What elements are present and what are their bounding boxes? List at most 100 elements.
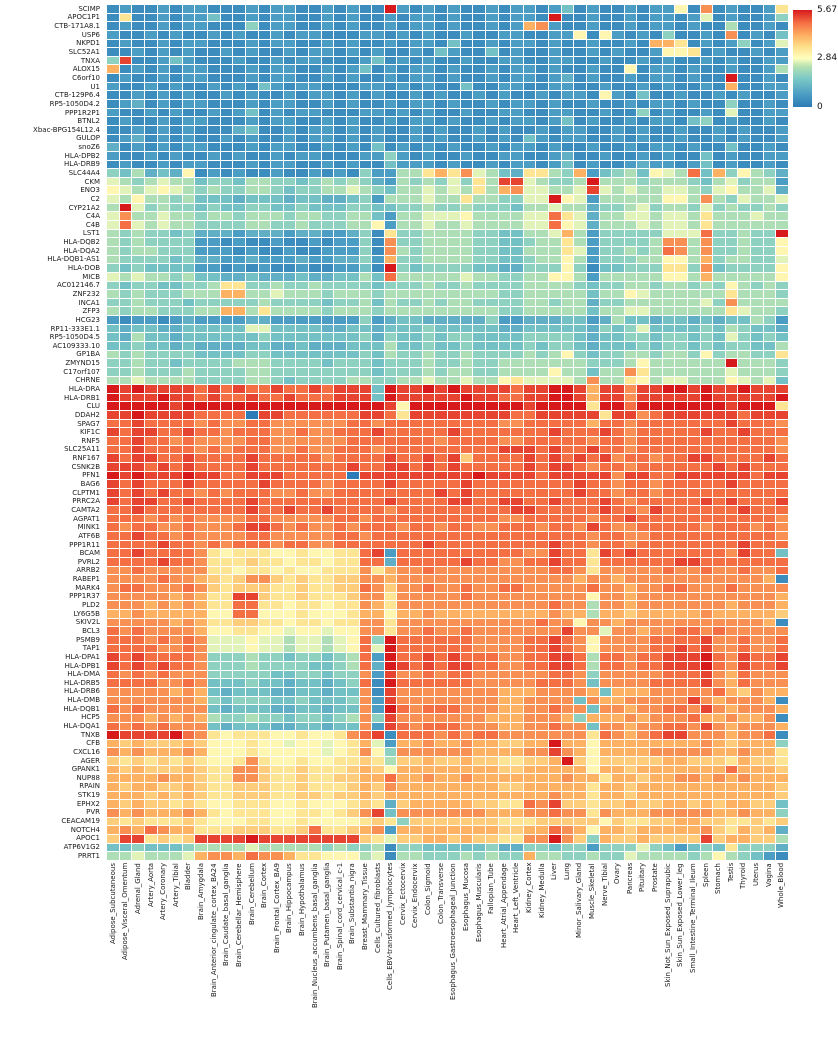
heatmap-cell bbox=[245, 393, 258, 402]
heatmap-cell bbox=[321, 523, 334, 532]
heatmap-cell bbox=[410, 160, 422, 169]
heatmap-cell bbox=[776, 376, 788, 385]
heatmap-cell bbox=[738, 341, 751, 350]
heatmap-cell bbox=[245, 558, 258, 566]
heatmap-cell bbox=[170, 627, 182, 635]
heatmap-cell bbox=[170, 497, 182, 506]
heatmap-cell bbox=[182, 393, 195, 402]
heatmap-cell bbox=[713, 177, 725, 186]
heatmap-cell bbox=[410, 30, 422, 39]
heatmap-cell bbox=[422, 696, 435, 705]
heatmap-cell bbox=[574, 411, 586, 419]
heatmap-cell bbox=[233, 134, 245, 143]
heatmap-cell bbox=[435, 497, 447, 506]
heatmap-cell bbox=[309, 367, 321, 376]
heatmap-cell bbox=[321, 506, 334, 514]
heatmap-cell bbox=[650, 385, 662, 393]
heatmap-cell bbox=[157, 575, 170, 583]
heatmap-cell bbox=[536, 186, 549, 195]
heatmap-cell bbox=[372, 359, 384, 367]
heatmap-cell bbox=[763, 246, 776, 255]
heatmap-cell bbox=[561, 514, 574, 523]
heatmap-cell bbox=[258, 221, 271, 229]
heatmap-cell bbox=[650, 350, 662, 359]
heatmap-cell bbox=[751, 108, 763, 117]
heatmap-cell bbox=[220, 687, 233, 696]
heatmap-cell bbox=[435, 272, 447, 281]
heatmap-cell bbox=[107, 100, 119, 108]
heatmap-cell bbox=[763, 462, 776, 471]
heatmap-cell bbox=[574, 748, 586, 757]
heatmap-cell bbox=[586, 359, 599, 367]
heatmap-cell bbox=[321, 471, 334, 480]
heatmap-cell bbox=[561, 229, 574, 238]
heatmap-cell bbox=[725, 471, 738, 480]
heatmap-cell bbox=[675, 281, 687, 290]
heatmap-cell bbox=[170, 48, 182, 56]
heatmap-cell bbox=[687, 30, 700, 39]
heatmap-cell bbox=[296, 350, 309, 359]
heatmap-cell bbox=[650, 91, 662, 100]
heatmap-cell bbox=[485, 255, 498, 264]
heatmap-cell bbox=[397, 169, 410, 177]
heatmap-cell bbox=[359, 783, 372, 791]
heatmap-cell bbox=[561, 687, 574, 696]
heatmap-cell bbox=[346, 679, 359, 687]
heatmap-cell bbox=[650, 532, 662, 540]
heatmap-cell bbox=[599, 575, 612, 583]
heatmap-cell bbox=[536, 644, 549, 653]
heatmap-cell bbox=[372, 272, 384, 281]
heatmap-cell bbox=[435, 506, 447, 514]
heatmap-cell bbox=[725, 108, 738, 117]
heatmap-cell bbox=[384, 497, 397, 506]
heatmap-cell bbox=[397, 514, 410, 523]
heatmap-cell bbox=[245, 195, 258, 203]
heatmap-cell bbox=[384, 359, 397, 367]
heatmap-cell bbox=[523, 56, 536, 65]
heatmap-cell bbox=[675, 454, 687, 462]
heatmap-cell bbox=[157, 56, 170, 65]
heatmap-cell bbox=[763, 134, 776, 143]
heatmap-cell bbox=[751, 532, 763, 540]
heatmap-cell bbox=[397, 454, 410, 462]
heatmap-cell bbox=[271, 713, 283, 722]
heatmap-cell bbox=[296, 540, 309, 549]
heatmap-cell bbox=[296, 393, 309, 402]
heatmap-cell bbox=[271, 402, 283, 411]
heatmap-cell bbox=[675, 705, 687, 713]
heatmap-cell bbox=[612, 100, 624, 108]
heatmap-cell bbox=[258, 48, 271, 56]
heatmap-cell bbox=[321, 264, 334, 272]
heatmap-cell bbox=[763, 91, 776, 100]
heatmap-cell bbox=[776, 566, 788, 575]
heatmap-cell bbox=[561, 497, 574, 506]
heatmap-cell bbox=[258, 177, 271, 186]
heatmap-cell bbox=[384, 540, 397, 549]
heatmap-cell bbox=[574, 558, 586, 566]
heatmap-cell bbox=[321, 195, 334, 203]
heatmap-cell bbox=[687, 644, 700, 653]
heatmap-cell bbox=[359, 229, 372, 238]
heatmap-cell bbox=[258, 748, 271, 757]
heatmap-cell bbox=[208, 203, 220, 212]
heatmap-cell bbox=[220, 125, 233, 134]
heatmap-cell bbox=[485, 385, 498, 393]
heatmap-cell bbox=[687, 566, 700, 575]
heatmap-cell bbox=[650, 558, 662, 566]
heatmap-cell bbox=[119, 774, 132, 783]
heatmap-cell bbox=[485, 713, 498, 722]
heatmap-cell bbox=[485, 774, 498, 783]
heatmap-cell bbox=[182, 670, 195, 679]
heatmap-cell bbox=[650, 281, 662, 290]
heatmap-cell bbox=[776, 506, 788, 514]
heatmap-cell bbox=[675, 722, 687, 731]
heatmap-cell bbox=[321, 757, 334, 765]
heatmap-cell bbox=[675, 653, 687, 661]
heatmap-cell bbox=[321, 540, 334, 549]
heatmap-cell bbox=[435, 186, 447, 195]
heatmap-cell bbox=[346, 765, 359, 774]
heatmap-cell bbox=[751, 91, 763, 100]
heatmap-cell bbox=[271, 255, 283, 264]
heatmap-cell bbox=[119, 428, 132, 437]
heatmap-cell bbox=[460, 125, 473, 134]
